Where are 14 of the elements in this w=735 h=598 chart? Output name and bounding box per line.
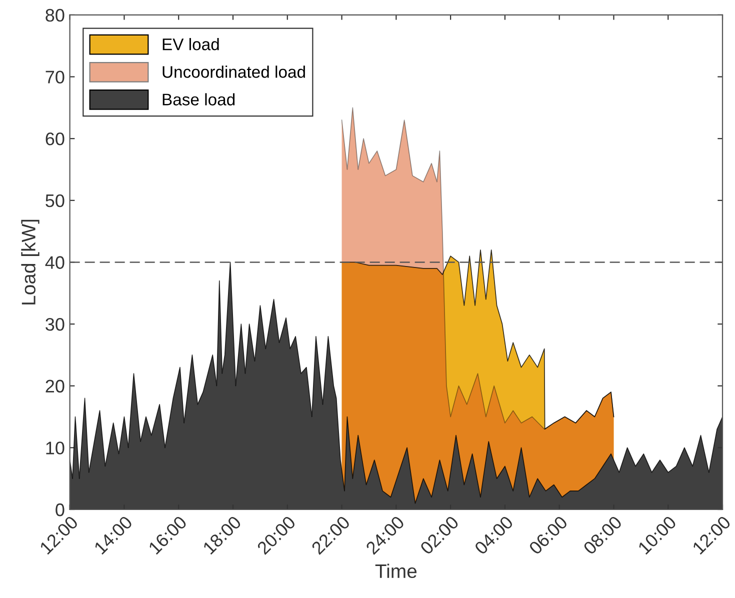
legend-label: Base load [162,93,235,106]
y-tick-label: 80 [46,8,64,22]
legend-label: Uncoordinated load [162,66,305,78]
y-axis-title: Load [kW] [21,220,40,304]
y-tick-label: 40 [45,256,64,269]
y-tick-label: 30 [46,318,64,331]
y-tick-label: 60 [46,132,64,146]
y-tick-label: 20 [46,380,64,393]
x-axis-title: Time [375,564,417,578]
y-tick-label: 0 [56,503,64,516]
y-tick-label: 50 [46,194,64,208]
legend-label: EV load [162,38,219,50]
y-tick-label: 10 [46,442,64,454]
y-tick-label: 70 [46,70,64,84]
